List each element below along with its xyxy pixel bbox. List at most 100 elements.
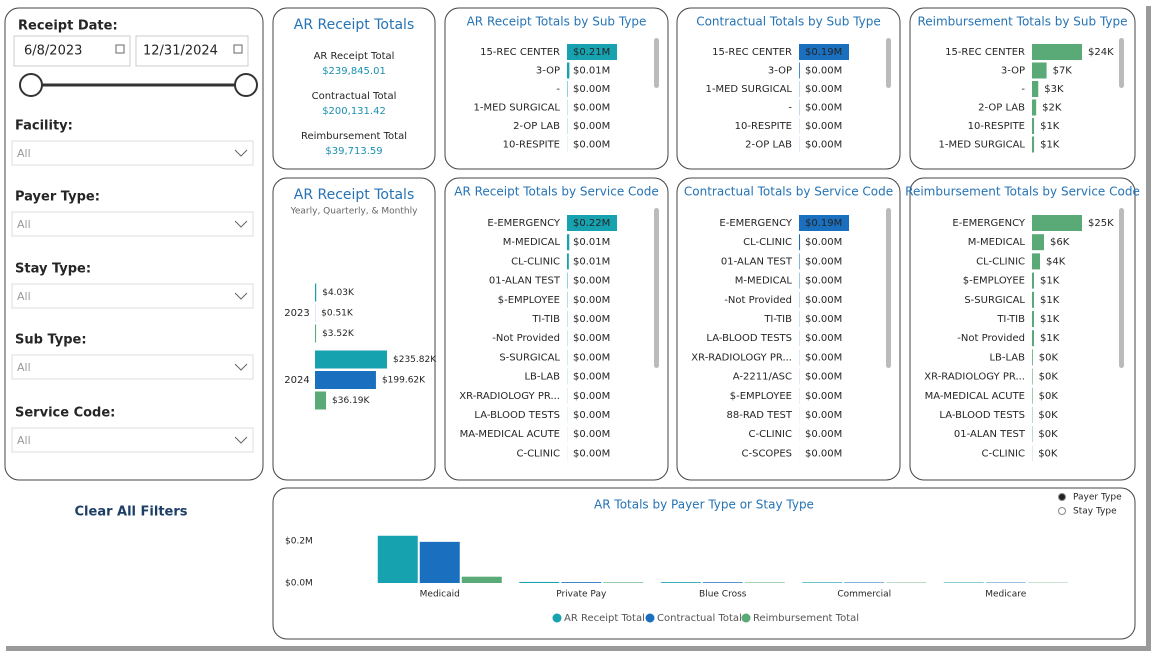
category-label: TI-TIB	[763, 314, 792, 325]
category-label: -Not Provided	[492, 333, 560, 344]
legend-label: Reimbursement Total	[753, 613, 859, 624]
dropdown-value[interactable]: All	[17, 147, 31, 160]
bar	[1032, 81, 1039, 97]
chevron	[234, 220, 248, 228]
value-label: $0.01M	[573, 66, 610, 77]
value-label: $0.00M	[805, 103, 842, 114]
dropdown-value[interactable]: All	[17, 434, 31, 447]
slider-handle[interactable]	[19, 73, 43, 97]
bar	[315, 350, 387, 369]
category-label: XR-RADIOLOGY PR...	[924, 372, 1025, 383]
x-tick-label: Medicaid	[420, 590, 460, 600]
chart-title: Reimbursement Totals by Service Code	[905, 185, 1140, 199]
value-label: $0.00M	[805, 256, 842, 267]
bar	[377, 535, 418, 583]
bar	[561, 582, 602, 583]
dropdown-value[interactable]: All	[17, 361, 31, 374]
scrollbar[interactable]	[654, 208, 659, 368]
category-label: TI-TIB	[531, 314, 560, 325]
bar	[315, 371, 376, 389]
scrollbar[interactable]	[886, 208, 891, 368]
radio[interactable]	[1058, 493, 1066, 501]
chevron	[234, 149, 248, 157]
category-label: 88-RAD TEST	[727, 410, 793, 421]
end-date-box[interactable]	[135, 35, 249, 67]
bar	[567, 253, 569, 270]
value-label: $0.00M	[573, 448, 610, 459]
date-label: Receipt Date:	[18, 19, 118, 34]
scrollbar[interactable]	[1119, 208, 1124, 368]
value-label: $0.00M	[573, 276, 610, 287]
category-label: C-CLINIC	[981, 448, 1025, 459]
kpi-label: Reimbursement Total	[301, 131, 407, 142]
bar	[1032, 215, 1082, 231]
start-date-box[interactable]	[13, 35, 131, 67]
legend-swatch	[552, 613, 562, 623]
calendar-icon[interactable]	[233, 44, 243, 54]
value-label: $0.51K	[321, 309, 354, 319]
chevron	[234, 363, 248, 371]
kpi-value: $39,713.59	[325, 146, 382, 157]
bar	[744, 582, 785, 583]
legend-swatch	[741, 613, 751, 623]
dropdown[interactable]	[11, 427, 254, 453]
bar	[943, 582, 984, 583]
category-label: E-EMERGENCY	[719, 218, 792, 229]
category-label: -Not Provided	[957, 333, 1025, 344]
radio-label[interactable]: Stay Type	[1073, 507, 1117, 517]
bar	[567, 62, 570, 79]
dropdown-value[interactable]: All	[17, 290, 31, 303]
radio-label[interactable]: Payer Type	[1073, 493, 1122, 503]
bar	[1032, 234, 1044, 251]
slider-handle[interactable]	[234, 73, 258, 97]
dropdown[interactable]	[11, 283, 254, 309]
calendar-icon[interactable]	[115, 44, 125, 54]
scrollbar[interactable]	[1119, 38, 1124, 88]
filter-label: Sub Type:	[15, 333, 87, 348]
card-title: AR Receipt Totals	[294, 17, 414, 33]
category-label: -	[556, 84, 560, 95]
bar	[1032, 349, 1033, 366]
kpi-label: Contractual Total	[312, 91, 397, 102]
bar	[419, 541, 460, 583]
scrollbar[interactable]	[886, 38, 891, 88]
value-label: $0.00M	[573, 103, 610, 114]
radio[interactable]	[1058, 507, 1066, 515]
start-date[interactable]: 6/8/2023	[24, 44, 82, 59]
scrollbar[interactable]	[654, 38, 659, 88]
category-label: -	[1021, 84, 1025, 95]
chevron	[234, 292, 248, 300]
dropdown[interactable]	[11, 211, 254, 237]
filter-label: Facility:	[15, 119, 73, 134]
bar	[567, 215, 617, 231]
category-label: XR-RADIOLOGY PR...	[459, 391, 560, 402]
dropdown[interactable]	[11, 140, 254, 166]
bar	[660, 582, 701, 583]
category-label: C-CLINIC	[748, 429, 792, 440]
bar	[1032, 387, 1033, 404]
value-label: $0.00M	[805, 276, 842, 287]
end-date[interactable]: 12/31/2024	[143, 44, 218, 59]
dropdown-value[interactable]: All	[17, 218, 31, 231]
y-tick-label: $0.2M	[285, 537, 313, 547]
value-label: $0.00M	[805, 295, 842, 306]
category-label: 01-ALAN TEST	[954, 429, 1026, 440]
bar	[799, 253, 800, 270]
value-label: $0K	[1039, 372, 1059, 383]
value-label: $1K	[1040, 333, 1060, 344]
value-label: $0K	[1038, 410, 1058, 421]
dropdown[interactable]	[11, 354, 254, 380]
category-label: 2-OP LAB	[978, 103, 1025, 114]
category-label: M-MEDICAL	[503, 237, 561, 248]
category-label: MA-MEDICAL ACUTE	[460, 429, 560, 440]
bar	[1032, 253, 1040, 270]
clear-filters-button[interactable]: Clear All Filters	[75, 505, 188, 520]
value-label: $1K	[1040, 121, 1060, 132]
filter-label: Stay Type:	[15, 262, 91, 277]
value-label: $0.00M	[805, 410, 842, 421]
category-label: 1-MED SURGICAL	[473, 103, 560, 114]
x-tick-label: Private Pay	[556, 590, 607, 600]
value-label: $0.00M	[573, 410, 610, 421]
chart-title: AR Receipt Totals	[294, 187, 414, 203]
value-label: $0.00M	[805, 429, 842, 440]
